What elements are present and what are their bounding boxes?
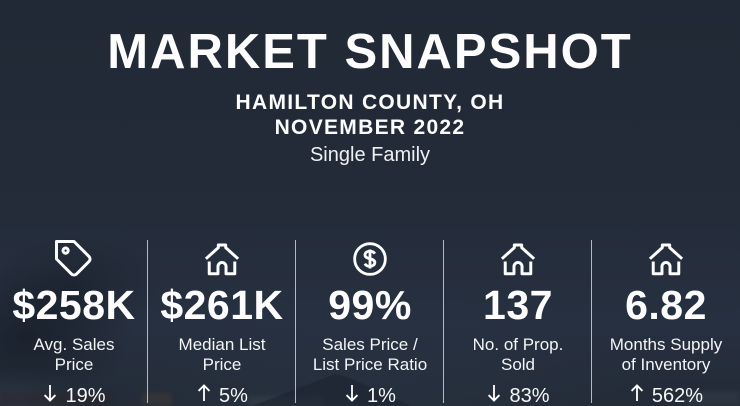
stat-change: 5% — [196, 383, 248, 406]
stat-change-value: 83% — [509, 384, 550, 406]
home-icon — [201, 236, 243, 282]
home-icon — [497, 236, 539, 282]
subtitle-county: HAMILTON COUNTY, OH — [235, 91, 505, 114]
stat-label: No. of Prop. Sold — [472, 335, 564, 374]
arrow-up-icon — [196, 383, 212, 406]
stat-sales-to-list-ratio: 99% Sales Price / List Price Ratio 1% — [296, 236, 444, 406]
column-divider — [294, 240, 296, 403]
stat-median-list-price: $261K Median List Price 5% — [148, 236, 296, 406]
stat-avg-sales-price: $258K Avg. Sales Price 19% — [0, 236, 148, 406]
page-title: MARKET SNAPSHOT — [107, 25, 633, 79]
stat-label: Avg. Sales Price — [33, 335, 115, 374]
stats-row: $258K Avg. Sales Price 19% $261K Median … — [0, 236, 740, 406]
stat-months-supply: 6.82 Months Supply of Inventory 562% — [592, 236, 740, 406]
stat-label: Median List Price — [178, 335, 266, 374]
stat-value: 99% — [328, 282, 412, 328]
column-divider — [590, 240, 592, 403]
arrow-down-icon — [344, 383, 360, 406]
subtitle-property-type: Single Family — [309, 144, 431, 166]
header: MARKET SNAPSHOT HAMILTON COUNTY, OH NOVE… — [0, 0, 740, 167]
stat-change: 83% — [486, 383, 550, 406]
arrow-up-icon — [629, 383, 645, 406]
stat-change-value: 1% — [367, 384, 396, 406]
stat-change-value: 562% — [651, 384, 704, 406]
stat-value: $258K — [12, 282, 136, 328]
stat-value: $261K — [160, 282, 284, 328]
stat-value: 137 — [483, 282, 553, 328]
stat-change-value: 19% — [65, 384, 106, 406]
stat-label: Months Supply of Inventory — [609, 335, 723, 374]
home-icon — [645, 236, 687, 282]
stat-change: 1% — [344, 383, 396, 406]
stat-value: 6.82 — [625, 282, 707, 328]
subtitle-month: NOVEMBER 2022 — [274, 116, 466, 139]
stat-label: Sales Price / List Price Ratio — [312, 335, 428, 374]
stat-change: 562% — [629, 383, 703, 406]
price-tag-icon — [53, 236, 95, 282]
stat-properties-sold: 137 No. of Prop. Sold 83% — [444, 236, 592, 406]
stat-change-value: 5% — [219, 384, 248, 406]
dollar-circle-icon — [350, 236, 390, 282]
arrow-down-icon — [42, 383, 58, 406]
column-divider — [146, 240, 148, 403]
stat-change: 19% — [42, 383, 106, 406]
arrow-down-icon — [486, 383, 502, 406]
column-divider — [442, 240, 444, 403]
